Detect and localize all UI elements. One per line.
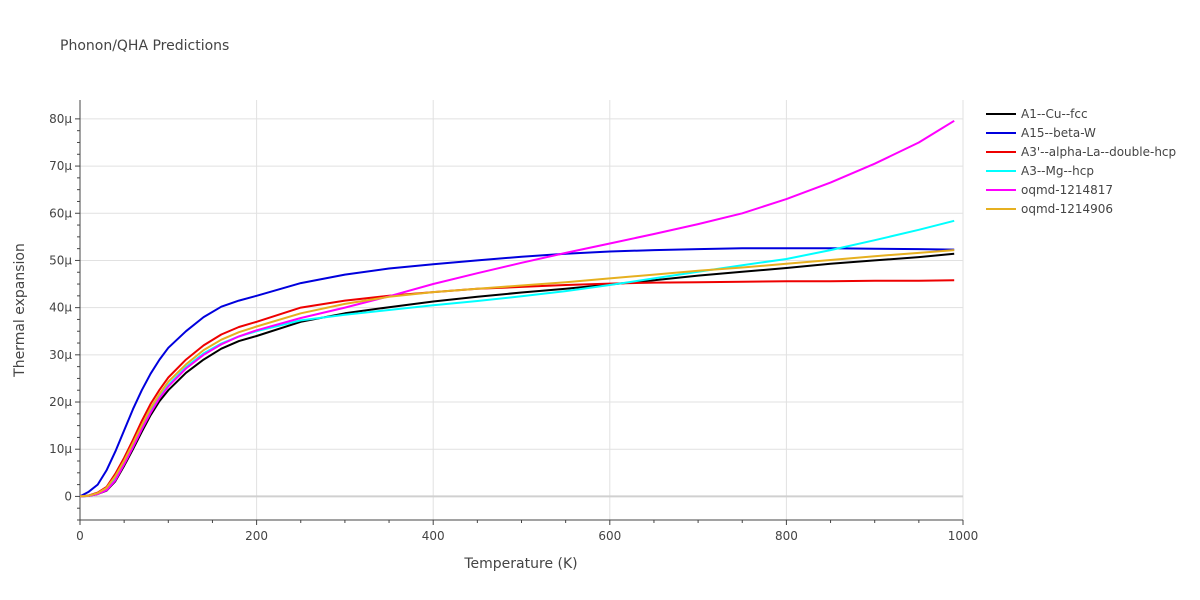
x-tick-label: 0 (76, 529, 84, 543)
y-tick-label: 0 (64, 489, 72, 503)
legend-item[interactable]: A3--Mg--hcp (986, 164, 1094, 178)
axes (79, 100, 963, 521)
y-tick-label: 20μ (49, 395, 72, 409)
x-tick-label: 800 (775, 529, 798, 543)
series-line-2[interactable] (79, 279, 955, 498)
grid (80, 100, 964, 520)
legend-item[interactable]: A15--beta-W (986, 126, 1096, 140)
legend-item[interactable]: oqmd-1214906 (986, 202, 1113, 216)
series-line-0[interactable] (79, 252, 955, 498)
series-line-3[interactable] (79, 219, 955, 498)
y-tick-label: 30μ (49, 348, 72, 362)
y-tick-label: 10μ (49, 442, 72, 456)
legend-label: A3'--alpha-La--double-hcp (1021, 145, 1176, 159)
x-axis-label: Temperature (K) (463, 556, 577, 572)
x-tick-label: 200 (245, 529, 268, 543)
series-line-1[interactable] (79, 247, 955, 498)
legend-label: oqmd-1214906 (1021, 202, 1113, 216)
y-tick-label: 70μ (49, 159, 72, 173)
legend-label: A15--beta-W (1021, 126, 1096, 140)
plot-area[interactable] (79, 119, 955, 498)
legend-label: oqmd-1214817 (1021, 183, 1113, 197)
x-axis-ticks: 0 200 400 600 800 1000 (76, 520, 978, 543)
legend-item[interactable]: A3'--alpha-La--double-hcp (986, 145, 1176, 159)
chart-title: Phonon/QHA Predictions (60, 38, 229, 54)
legend-label: A1--Cu--fcc (1021, 107, 1088, 121)
x-tick-label: 400 (422, 529, 445, 543)
y-tick-label: 60μ (49, 206, 72, 220)
y-axis-ticks: 0 10μ 20μ 30μ 40μ 50μ 60μ 70μ 80μ (49, 112, 80, 521)
series-line-4[interactable] (79, 119, 955, 498)
y-tick-label: 40μ (49, 301, 72, 315)
series-line-5[interactable] (79, 249, 955, 498)
y-tick-label: 50μ (49, 253, 72, 267)
y-axis-label: Thermal expansion (12, 243, 28, 378)
x-tick-label: 1000 (948, 529, 979, 543)
legend-item[interactable]: oqmd-1214817 (986, 183, 1113, 197)
legend-label: A3--Mg--hcp (1021, 164, 1094, 178)
x-tick-label: 600 (598, 529, 621, 543)
y-tick-label: 80μ (49, 112, 72, 126)
legend: A1--Cu--fcc A15--beta-W A3'--alpha-La--dou… (986, 107, 1176, 216)
legend-item[interactable]: A1--Cu--fcc (986, 107, 1088, 121)
